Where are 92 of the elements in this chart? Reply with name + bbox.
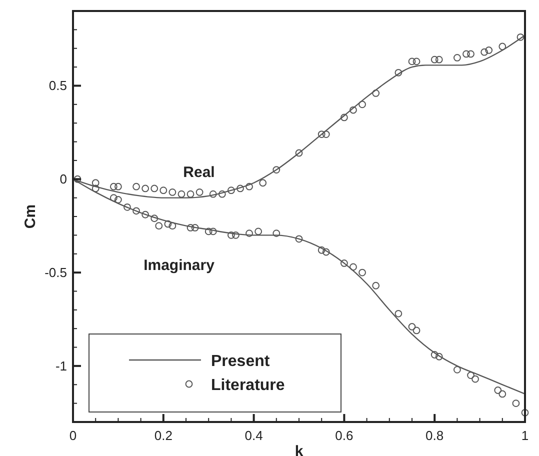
point [132, 182, 140, 190]
point [196, 188, 204, 196]
legend-label: Literature [211, 377, 285, 394]
point [209, 228, 217, 236]
point [467, 372, 474, 379]
point [168, 188, 176, 196]
point [322, 248, 330, 256]
annotation: Imaginary [144, 257, 216, 274]
annotation: Real [183, 164, 215, 181]
point [394, 310, 402, 318]
point [259, 179, 267, 187]
point [142, 210, 150, 218]
point [480, 48, 488, 56]
y-tick-label: 0.5 [48, 78, 67, 94]
point [295, 235, 303, 243]
point [272, 230, 280, 238]
point [155, 222, 163, 230]
point [114, 182, 122, 190]
point [350, 106, 357, 114]
x-tick-label: 0.6 [335, 428, 354, 443]
point [462, 50, 470, 58]
point [467, 50, 474, 58]
point [435, 56, 443, 64]
point [372, 90, 380, 97]
point [142, 184, 150, 192]
point [228, 186, 235, 194]
point [186, 224, 194, 232]
y-axis-title: Cm [22, 204, 39, 229]
point [485, 46, 493, 54]
point [150, 214, 158, 222]
point [209, 190, 217, 198]
point [168, 222, 176, 230]
point [318, 130, 326, 138]
x-tick-label: 0.8 [426, 428, 444, 443]
point [254, 228, 262, 236]
point [232, 231, 240, 239]
y-tick-label: 0 [60, 172, 67, 187]
point [178, 190, 186, 198]
point [228, 231, 235, 239]
point [350, 263, 357, 271]
point [218, 190, 226, 198]
point [498, 42, 506, 50]
point [110, 182, 118, 190]
point [408, 58, 416, 66]
point [394, 68, 402, 76]
point [132, 207, 140, 215]
point [340, 114, 348, 122]
point [124, 203, 131, 211]
point [472, 375, 479, 383]
point [160, 186, 168, 194]
point [74, 175, 82, 183]
point [516, 33, 524, 41]
point [358, 268, 366, 276]
point [430, 56, 438, 64]
point [322, 130, 330, 138]
point [412, 58, 420, 66]
x-tick-label: 1 [521, 428, 529, 443]
point [164, 220, 172, 228]
point [318, 246, 326, 254]
point [358, 100, 366, 108]
point [454, 54, 461, 62]
point [521, 408, 529, 416]
point [114, 196, 122, 204]
point [110, 194, 118, 202]
y-tick-label: -0.5 [44, 265, 67, 280]
point [512, 400, 520, 408]
point [494, 386, 502, 394]
point [498, 390, 506, 398]
x-tick-label: 0.2 [154, 428, 172, 443]
point [372, 282, 380, 290]
point [412, 326, 420, 334]
y-tick-label: -1 [55, 358, 67, 374]
point [236, 184, 244, 192]
x-axis-title: k [294, 443, 304, 456]
point [246, 182, 253, 190]
x-tick-label: 0.4 [244, 428, 263, 443]
point [186, 190, 194, 198]
point [92, 184, 100, 192]
point [408, 323, 416, 330]
point [295, 149, 303, 157]
point [150, 184, 158, 192]
point [435, 352, 443, 360]
point [204, 228, 212, 236]
point [246, 230, 253, 238]
point [191, 224, 199, 232]
x-tick-label: 0 [69, 428, 77, 443]
point [340, 260, 348, 267]
point [454, 366, 461, 374]
point [430, 351, 438, 358]
point [272, 166, 280, 174]
point [92, 179, 100, 187]
legend-label: Present [211, 353, 270, 370]
